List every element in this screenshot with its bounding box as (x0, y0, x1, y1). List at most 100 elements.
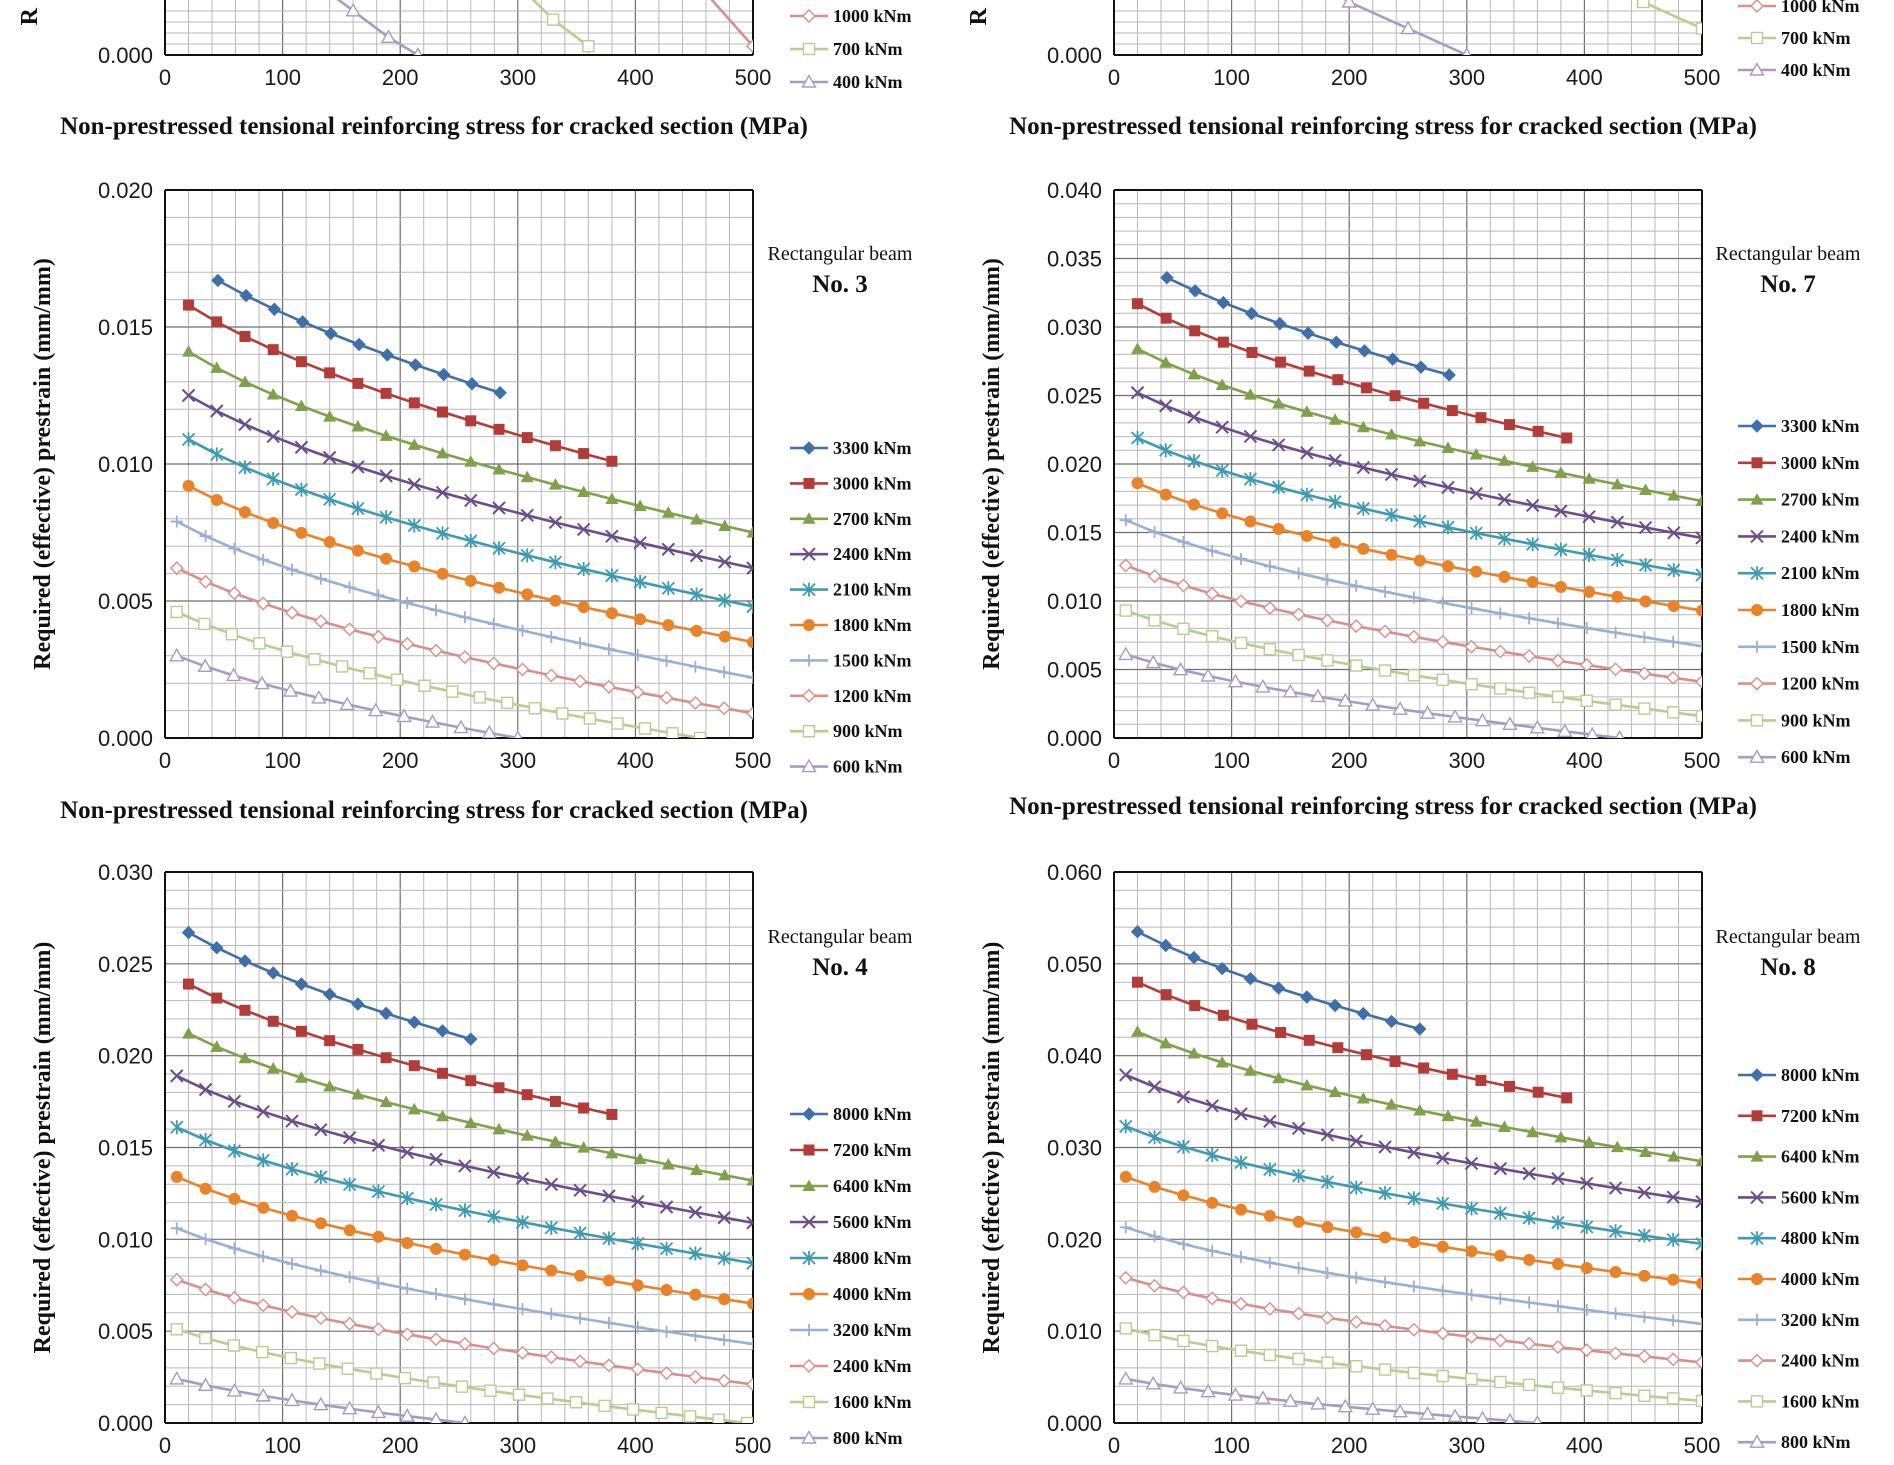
x-tick-label: 300 (499, 65, 536, 90)
data-point-marker (689, 548, 704, 563)
data-point-marker (256, 1298, 271, 1313)
data-point-marker (1522, 686, 1536, 699)
data-point-marker (1447, 709, 1463, 723)
x-tick-label: 100 (264, 1433, 301, 1458)
x-tick-label: 0 (159, 1433, 171, 1458)
data-point-marker (493, 386, 507, 400)
data-point-marker (740, 1416, 753, 1423)
data-point-marker (429, 1332, 444, 1347)
y-tick-label: 0.015 (98, 1136, 153, 1161)
legend-label: 5600 kNm (833, 1212, 912, 1232)
data-point-marker (1243, 472, 1258, 487)
data-point-marker (1436, 1196, 1450, 1211)
data-point-marker (169, 1272, 184, 1287)
legend-label: 1200 kNm (833, 686, 912, 706)
legend-label: 400 kNm (833, 72, 903, 92)
legend-swatch-marker (802, 9, 816, 23)
legend-label: 1800 kNm (833, 615, 912, 635)
data-point-marker (1321, 1221, 1334, 1234)
data-point-marker (718, 555, 732, 569)
data-point-marker (1667, 526, 1681, 540)
data-point-marker (1435, 1326, 1450, 1341)
data-point-marker (1160, 270, 1174, 285)
data-point-marker (1282, 683, 1299, 698)
y-tick-label: 0.010 (1047, 1319, 1102, 1344)
legend-swatch-marker (802, 582, 816, 597)
data-point-marker (314, 572, 327, 585)
data-point-marker (308, 653, 321, 666)
data-point-marker (512, 1388, 526, 1401)
data-point-marker (1667, 1150, 1681, 1162)
data-point-marker (294, 440, 309, 455)
x-tick-label: 0 (1108, 65, 1120, 90)
y-tick-label: 0.010 (98, 452, 153, 477)
data-point-marker (1378, 624, 1393, 639)
data-point-marker (169, 647, 185, 662)
data-point-marker (1497, 492, 1512, 507)
data-point-marker (1418, 1062, 1430, 1074)
data-point-marker (718, 1168, 732, 1181)
series-line (1136, 981, 1568, 1100)
data-point-marker (631, 1194, 645, 1209)
data-point-marker (605, 607, 618, 620)
data-point-marker (1638, 631, 1651, 644)
data-point-marker (1696, 1277, 1702, 1290)
y-tick-label: 0.030 (98, 860, 153, 885)
data-point-marker (1332, 374, 1344, 386)
data-point-marker (1205, 630, 1219, 643)
data-point-marker (1695, 1394, 1702, 1408)
series-group (1341, 0, 1702, 55)
data-point-marker (170, 1120, 184, 1135)
data-point-marker (1637, 666, 1652, 681)
data-point-marker (690, 1163, 704, 1175)
y-tick-label: 0.060 (1047, 860, 1102, 885)
data-point-marker (342, 1130, 357, 1145)
data-point-marker (1561, 1092, 1573, 1104)
data-point-marker (380, 29, 397, 44)
data-point-marker (1187, 410, 1201, 424)
data-point-marker (1292, 1261, 1305, 1274)
data-point-marker (401, 1236, 414, 1249)
data-point-marker (487, 1254, 500, 1267)
data-point-marker (199, 530, 212, 543)
data-point-marker (1696, 640, 1702, 653)
data-point-marker (690, 512, 704, 525)
data-point-marker (1441, 520, 1455, 535)
data-point-marker (427, 1376, 440, 1389)
data-point-marker (1464, 1329, 1479, 1344)
x-tick-label: 300 (1448, 65, 1485, 90)
data-point-marker (1292, 567, 1305, 580)
data-point-marker (1407, 591, 1420, 604)
data-point-marker (1522, 1378, 1536, 1392)
legend-swatch-marker (802, 512, 816, 524)
data-point-marker (1215, 463, 1229, 478)
data-point-marker (1407, 1191, 1421, 1206)
y-tick-label: 0.015 (98, 315, 153, 340)
data-point-marker (520, 470, 534, 483)
data-point-marker (1580, 1384, 1593, 1397)
legend-label: 600 kNm (1781, 747, 1851, 767)
data-point-marker (1292, 648, 1305, 662)
beam-number-label: No. 7 (1760, 271, 1816, 298)
data-point-marker (198, 1133, 213, 1148)
data-point-marker (1187, 498, 1200, 511)
legend-swatch-marker (803, 477, 815, 489)
legend-swatch-marker (802, 1179, 816, 1191)
data-point-marker (1554, 581, 1567, 594)
data-point-marker (1176, 578, 1191, 593)
data-point-marker (1667, 563, 1681, 578)
data-point-marker (1303, 1034, 1315, 1046)
data-point-marker (1160, 312, 1172, 324)
data-point-marker (1349, 1314, 1364, 1329)
x-axis-title: Non-prestressed tensional reinforcing st… (60, 797, 808, 824)
data-point-marker (1321, 1266, 1334, 1279)
data-point-marker (1263, 1256, 1276, 1269)
data-point-marker (399, 1408, 415, 1422)
data-point-marker (1529, 719, 1546, 734)
data-point-marker (1350, 1360, 1363, 1373)
data-point-marker (1271, 981, 1286, 995)
data-point-marker (659, 1241, 674, 1256)
data-point-marker (520, 508, 534, 523)
data-point-marker (1407, 1280, 1420, 1293)
data-point-marker (1160, 989, 1172, 1001)
